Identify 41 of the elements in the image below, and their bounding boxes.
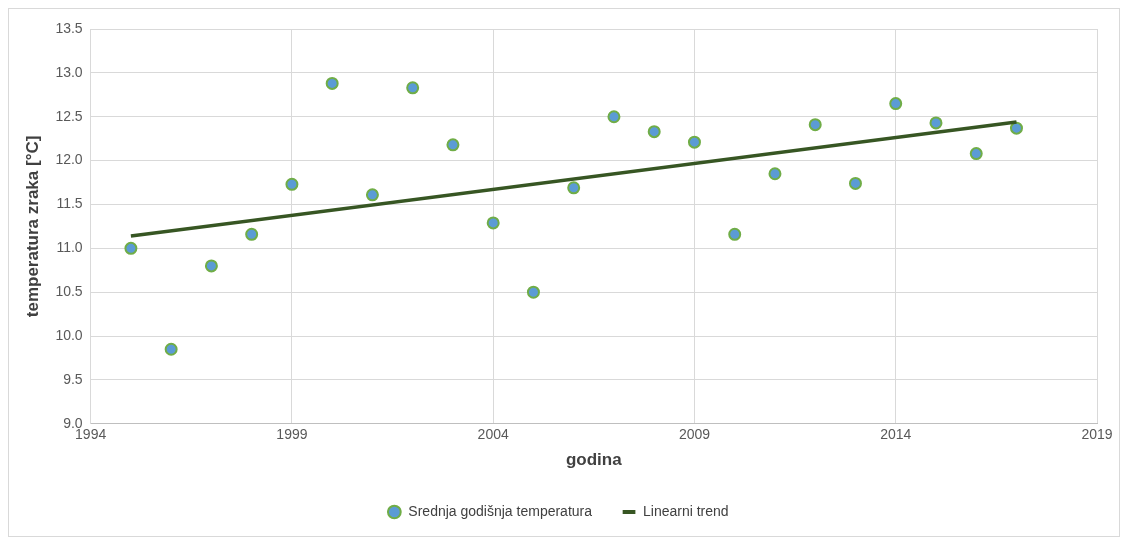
y-tick-label: 13.0 (55, 63, 83, 80)
point (486, 216, 500, 230)
point (647, 125, 661, 139)
point (728, 227, 742, 241)
y-tick-label: 9.5 (63, 370, 83, 387)
y-axis-title: temperatura zraka [°C] (22, 135, 42, 318)
point (285, 177, 299, 191)
point (526, 285, 540, 299)
legend-label: Linearni trend (643, 502, 729, 519)
y-tick-label: 10.0 (55, 326, 83, 343)
y-tick-label: 12.0 (55, 151, 83, 168)
point (164, 342, 178, 356)
x-tick-label: 2004 (477, 426, 509, 443)
x-tick-label: 2014 (880, 426, 912, 443)
y-tick-label: 11.0 (56, 239, 83, 256)
point (808, 118, 822, 132)
point (325, 76, 339, 90)
point (768, 167, 782, 181)
point (969, 147, 983, 161)
x-axis-title: godina (565, 450, 623, 470)
point (446, 138, 460, 152)
point (406, 81, 420, 95)
point (848, 176, 862, 190)
point (204, 259, 218, 273)
x-tick-label: 1999 (276, 426, 308, 443)
point (607, 110, 621, 124)
point (929, 116, 943, 130)
point (567, 181, 581, 195)
point (124, 241, 138, 255)
point (365, 188, 379, 202)
point (687, 135, 701, 149)
x-tick-label: 2019 (1081, 426, 1113, 443)
y-tick-label: 13.5 (55, 19, 83, 36)
point (245, 227, 259, 241)
y-tick-label: 10.5 (55, 283, 83, 300)
y-tick-label: 12.5 (55, 107, 83, 124)
y-tick-label: 11.5 (56, 195, 83, 212)
point (1009, 121, 1023, 135)
legend-label: Srednja godišnja temperatura (408, 502, 593, 519)
point (889, 97, 903, 111)
x-tick-label: 2009 (678, 426, 711, 443)
